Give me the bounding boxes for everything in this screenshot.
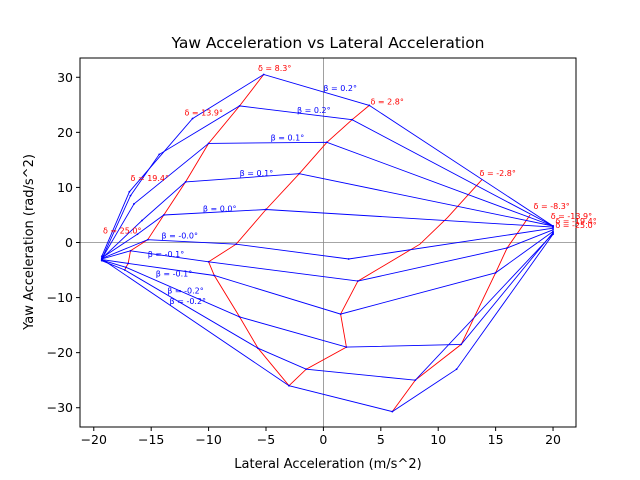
y-tick-label: 30 <box>57 70 73 85</box>
beta-series-point <box>257 347 259 350</box>
beta-series-point <box>391 410 394 413</box>
delta-series-line-0 <box>124 74 265 271</box>
delta-series-line-3 <box>391 214 531 412</box>
beta-series-point <box>356 280 359 282</box>
beta-series-line-1 <box>102 105 554 257</box>
beta-series-point <box>235 243 238 246</box>
beta-series-point <box>146 238 149 241</box>
beta-series-point <box>414 379 417 382</box>
beta-annotation: β = -0.2° <box>170 297 207 306</box>
beta-series-point <box>298 172 301 175</box>
beta-series-point <box>325 141 328 144</box>
beta-annotation: β = -0.1° <box>148 250 185 259</box>
beta-series-point <box>213 274 216 277</box>
x-tick-label: 20 <box>545 432 561 447</box>
beta-series-point <box>339 313 342 315</box>
delta-annotation: δ = 8.3° <box>258 64 291 73</box>
beta-series-point <box>125 266 127 269</box>
beta-series-point <box>351 118 354 121</box>
beta-series-line-3 <box>102 173 554 258</box>
y-tick-label: −10 <box>47 290 73 305</box>
beta-series-point <box>162 214 165 216</box>
delta-annotation: δ = -19.4° <box>555 217 596 226</box>
beta-annotation: β = -0.2° <box>167 287 204 296</box>
beta-series-point <box>191 117 194 120</box>
beta-series-point <box>133 203 135 205</box>
beta-series-point <box>552 228 554 231</box>
delta-annotation: δ = 13.9° <box>184 108 223 117</box>
delta-annotation: δ = -2.8° <box>480 169 516 178</box>
plot-area <box>80 58 576 427</box>
beta-annotation: β = 0.1° <box>271 134 305 143</box>
y-tick-label: −20 <box>47 345 73 360</box>
beta-series-point <box>136 233 139 236</box>
beta-series-point <box>494 271 497 274</box>
beta-series-point <box>347 258 350 260</box>
y-axis: −30 −20 −10 0 10 20 30 <box>47 70 80 415</box>
x-axis: −20 −15 −10 −5 0 5 10 15 20 <box>81 427 561 447</box>
y-tick-label: 20 <box>57 125 73 140</box>
beta-annotation: β = 0.1° <box>240 169 274 178</box>
beta-series-line-9 <box>101 233 554 381</box>
delta-annotation: δ = -8.3° <box>534 202 570 211</box>
x-tick-label: −5 <box>257 432 275 447</box>
beta-series-line-8 <box>101 232 554 348</box>
beta-series-point <box>506 247 509 249</box>
delta-annotation: δ = 19.4° <box>131 174 170 183</box>
delta-annotation: δ = -13.9° <box>551 212 592 221</box>
beta-series-line-7 <box>101 231 554 315</box>
beta-annotation: β = 0.2° <box>297 106 331 115</box>
x-tick-label: 5 <box>377 432 385 447</box>
beta-series-point <box>158 153 161 156</box>
chart-title: Yaw Acceleration vs Lateral Acceleration <box>170 34 484 52</box>
beta-series-point <box>305 368 308 371</box>
beta-series-point <box>207 260 210 263</box>
beta-series-point <box>345 346 348 349</box>
beta-series-point <box>288 384 290 387</box>
beta-series-point <box>100 258 103 260</box>
beta-series-point <box>123 269 126 271</box>
x-axis-label: Lateral Acceleration (m/s^2) <box>234 457 421 472</box>
beta-series-point <box>265 208 267 211</box>
beta-series-point <box>184 181 187 183</box>
x-tick-label: 10 <box>430 432 446 447</box>
y-tick-label: −30 <box>47 400 73 415</box>
delta-series-line-1 <box>208 105 370 386</box>
beta-annotation: β = 0.2° <box>323 84 357 93</box>
beta-series-point <box>128 190 131 193</box>
beta-series-point <box>262 73 265 76</box>
x-tick-label: −10 <box>195 432 221 447</box>
beta-series-line-6 <box>101 229 554 282</box>
beta-annotation: β = -0.0° <box>162 232 199 241</box>
beta-series-point <box>368 104 371 107</box>
beta-series-point <box>141 219 143 222</box>
y-axis-label: Yaw Acceleration (rad/s^2) <box>22 154 37 331</box>
beta-series-point <box>552 227 554 230</box>
beta-series-point <box>238 105 241 107</box>
beta-series-point <box>207 142 210 145</box>
beta-series-point <box>460 343 463 346</box>
x-tick-label: 0 <box>319 432 327 447</box>
beta-series-point <box>100 259 103 262</box>
beta-series-line-0 <box>101 74 554 257</box>
beta-series-point <box>129 249 132 252</box>
y-tick-label: 0 <box>65 235 73 250</box>
beta-series-point <box>127 262 130 265</box>
beta-series-point <box>129 194 132 197</box>
delta-annotation: δ = -25.0° <box>555 221 596 230</box>
y-tick-label: 10 <box>57 180 73 195</box>
delta-series-line-2 <box>288 179 483 387</box>
beta-annotation: β = 0.0° <box>203 205 237 214</box>
x-tick-label: −15 <box>138 432 164 447</box>
beta-series-point <box>238 315 241 318</box>
x-tick-label: −20 <box>81 432 107 447</box>
delta-annotation: δ = 2.8° <box>370 97 403 106</box>
beta-annotation: β = -0.1° <box>156 270 193 279</box>
beta-series-line-10 <box>101 233 554 413</box>
x-tick-label: 15 <box>488 432 504 447</box>
beta-series-point <box>552 233 554 236</box>
beta-series-point <box>455 368 458 371</box>
delta-annotation: δ = 25.0° <box>103 227 141 236</box>
